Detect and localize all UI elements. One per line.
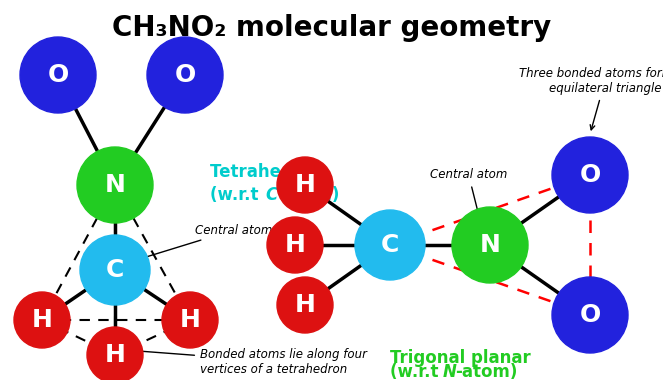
Text: O: O	[174, 63, 196, 87]
Circle shape	[355, 210, 425, 280]
Text: Trigonal planar: Trigonal planar	[390, 349, 536, 367]
Text: C: C	[381, 233, 399, 257]
Circle shape	[80, 235, 150, 305]
Text: H: H	[284, 233, 306, 257]
Text: H: H	[294, 293, 316, 317]
Text: Bonded atoms lie along four
vertices of a tetrahedron: Bonded atoms lie along four vertices of …	[129, 348, 367, 376]
Text: O: O	[579, 163, 601, 187]
Circle shape	[552, 137, 628, 213]
Text: O: O	[47, 63, 69, 87]
Text: H: H	[105, 343, 125, 367]
Text: -atom): -atom)	[455, 363, 517, 380]
Text: H: H	[180, 308, 200, 332]
Text: N: N	[105, 173, 125, 197]
Circle shape	[552, 277, 628, 353]
Circle shape	[277, 157, 333, 213]
Text: (w.r.t: (w.r.t	[390, 363, 444, 380]
Text: C: C	[106, 258, 124, 282]
Circle shape	[147, 37, 223, 113]
Circle shape	[77, 147, 153, 223]
Circle shape	[14, 292, 70, 348]
Circle shape	[20, 37, 96, 113]
Text: Three bonded atoms form an
equilateral triangle: Three bonded atoms form an equilateral t…	[518, 67, 663, 130]
Circle shape	[267, 217, 323, 273]
Text: CH₃NO₂ molecular geometry: CH₃NO₂ molecular geometry	[112, 14, 551, 42]
Text: H: H	[294, 173, 316, 197]
Text: -atom): -atom)	[277, 186, 339, 204]
Text: Central atom: Central atom	[430, 168, 507, 236]
Circle shape	[277, 277, 333, 333]
Text: N: N	[443, 363, 457, 380]
Text: N: N	[479, 233, 501, 257]
Text: (w.r.t: (w.r.t	[210, 186, 265, 204]
Text: Central atom: Central atom	[124, 223, 272, 264]
Text: Tetrahedral: Tetrahedral	[210, 163, 324, 181]
Circle shape	[452, 207, 528, 283]
Text: C: C	[265, 186, 277, 204]
Text: H: H	[32, 308, 52, 332]
Circle shape	[162, 292, 218, 348]
Circle shape	[87, 327, 143, 380]
Text: O: O	[579, 303, 601, 327]
